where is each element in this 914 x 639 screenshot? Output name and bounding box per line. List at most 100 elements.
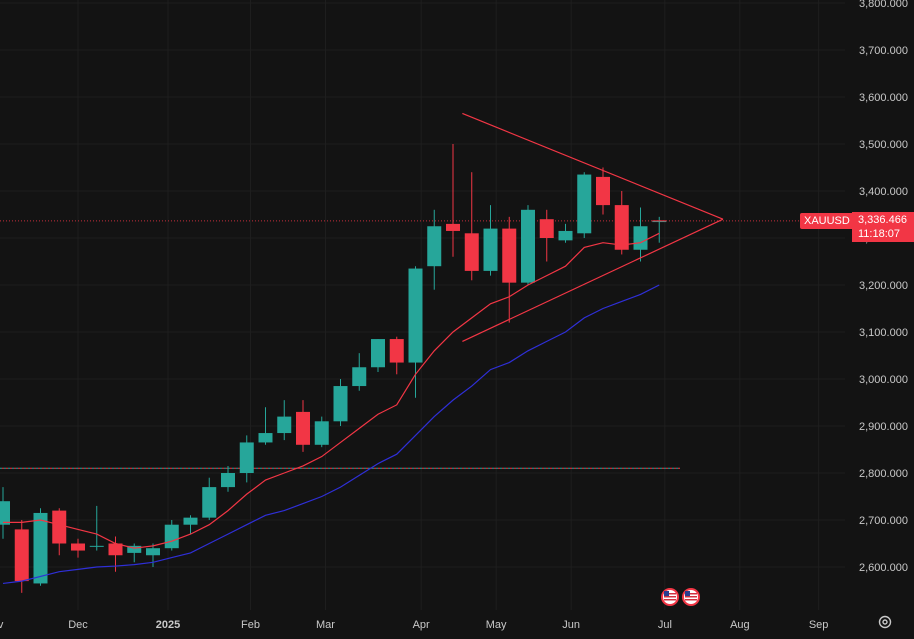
candle[interactable]	[427, 209, 442, 290]
candle-body[interactable]	[183, 517, 198, 525]
candle-body[interactable]	[146, 548, 160, 556]
candle[interactable]	[127, 543, 142, 563]
candle[interactable]	[296, 400, 310, 452]
candle[interactable]	[183, 515, 198, 535]
candle-body[interactable]	[558, 230, 573, 241]
candle-body[interactable]	[483, 228, 498, 271]
candle-body[interactable]	[464, 233, 479, 271]
y-tick-label: 2,600.000	[859, 562, 908, 574]
candle[interactable]	[539, 209, 554, 262]
candle[interactable]	[596, 167, 610, 215]
event-markers[interactable]	[661, 588, 700, 606]
gear-icon[interactable]	[877, 614, 893, 630]
y-tick-label: 2,700.000	[859, 515, 908, 527]
candle-body[interactable]	[33, 512, 48, 584]
candle[interactable]	[239, 435, 254, 483]
candle[interactable]	[0, 487, 10, 539]
candle-body[interactable]	[652, 221, 667, 223]
moving-averages	[2, 232, 660, 585]
candle[interactable]	[89, 505, 104, 551]
candle[interactable]	[502, 216, 517, 323]
time-axis[interactable]: Nov Dec 2025 Feb Mar Apr May Jun Jul Aug Sep	[0, 619, 828, 631]
flag-canton	[685, 591, 690, 596]
candle-body[interactable]	[277, 416, 292, 434]
candle[interactable]	[33, 508, 48, 586]
x-tick-label: Apr	[413, 619, 430, 631]
flag-stripe	[685, 593, 697, 595]
candle-body[interactable]	[446, 223, 460, 231]
candle-body[interactable]	[314, 421, 329, 445]
candle[interactable]	[408, 266, 423, 398]
us-flag-event-icon[interactable]	[682, 588, 700, 606]
candle-body[interactable]	[202, 487, 217, 518]
flag-stripe	[685, 599, 697, 601]
candle[interactable]	[146, 543, 160, 568]
candle-body[interactable]	[633, 226, 648, 250]
candles[interactable]	[0, 144, 667, 593]
candle[interactable]	[483, 205, 498, 276]
x-tick-label: Sep	[809, 619, 829, 631]
us-flag-event-icon[interactable]	[661, 588, 679, 606]
candle[interactable]	[71, 538, 85, 558]
candle-body[interactable]	[427, 226, 442, 267]
candle-body[interactable]	[71, 543, 85, 551]
candle[interactable]	[577, 172, 592, 238]
candle-body[interactable]	[502, 228, 517, 283]
candle[interactable]	[521, 205, 535, 285]
candle[interactable]	[164, 520, 179, 551]
candle-body[interactable]	[352, 367, 367, 387]
candle-body[interactable]	[333, 386, 348, 422]
candle[interactable]	[446, 144, 460, 257]
candle-body[interactable]	[614, 205, 629, 250]
candle[interactable]	[614, 191, 629, 255]
candle[interactable]	[352, 353, 367, 391]
candle-body[interactable]	[539, 219, 554, 238]
y-tick-label: 3,000.000	[859, 374, 908, 386]
candle-body[interactable]	[14, 529, 29, 582]
candle-body[interactable]	[108, 543, 123, 556]
triangle-upper-line[interactable]	[462, 112, 724, 220]
candle[interactable]	[277, 400, 292, 441]
triangle-pattern[interactable]	[462, 112, 724, 342]
candle[interactable]	[202, 477, 217, 520]
candle-body[interactable]	[239, 442, 254, 473]
y-tick-label: 3,100.000	[859, 327, 908, 339]
candle-body[interactable]	[127, 545, 142, 553]
candle[interactable]	[633, 207, 648, 262]
candle-body[interactable]	[0, 501, 10, 525]
candle[interactable]	[371, 339, 385, 372]
candle-body[interactable]	[577, 174, 592, 234]
candle[interactable]	[314, 416, 329, 448]
triangle-lower-line[interactable]	[462, 218, 724, 342]
y-tick-label: 3,500.000	[859, 139, 908, 151]
candle-body[interactable]	[408, 268, 423, 363]
candle-body[interactable]	[52, 510, 67, 544]
candle[interactable]	[258, 407, 273, 445]
flag-stripe	[685, 596, 697, 598]
candle[interactable]	[389, 336, 404, 375]
candle-body[interactable]	[221, 473, 235, 488]
candle-body[interactable]	[521, 209, 535, 283]
x-tick-label: Nov	[0, 619, 4, 631]
x-tick-label: 2025	[156, 619, 180, 631]
price-axis[interactable]: 2,600.000 2,700.000 2,800.000 2,900.000 3,00…	[859, 0, 908, 574]
moving-average-fast	[3, 232, 660, 549]
candle-body[interactable]	[89, 545, 104, 547]
candle-body[interactable]	[296, 411, 310, 445]
y-tick-label: 3,700.000	[859, 45, 908, 57]
candle-body[interactable]	[258, 433, 273, 443]
y-tick-label: 2,800.000	[859, 468, 908, 480]
candle[interactable]	[464, 172, 479, 281]
candle-body[interactable]	[389, 339, 404, 363]
candle[interactable]	[52, 508, 67, 556]
horizontal-levels	[0, 220, 845, 469]
candle-body[interactable]	[596, 176, 610, 206]
candle[interactable]	[333, 379, 348, 426]
moving-average-slow	[2, 284, 660, 585]
candle-body[interactable]	[164, 524, 179, 549]
candle[interactable]	[221, 465, 235, 492]
candle-body[interactable]	[371, 339, 385, 368]
candle[interactable]	[558, 223, 573, 243]
